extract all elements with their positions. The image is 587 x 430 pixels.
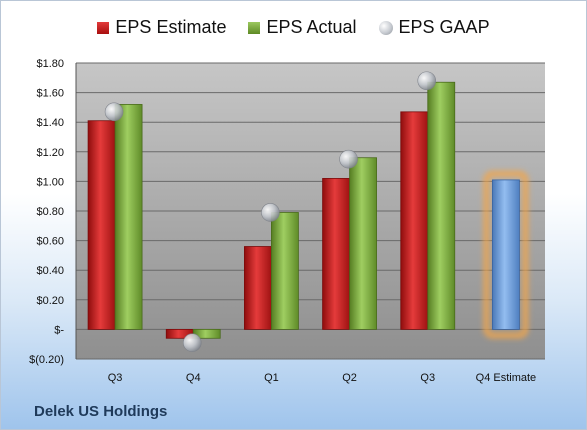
bar-eps-estimate — [244, 246, 272, 330]
legend-item-eps-estimate: EPS Estimate — [97, 17, 226, 38]
legend: EPS Estimate EPS Actual EPS GAAP — [1, 17, 586, 38]
y-tick-label: $0.60 — [36, 236, 64, 248]
y-tick-label: $1.80 — [36, 58, 64, 70]
x-tick-label: Q3 — [108, 372, 123, 384]
x-tick-label: Q1 — [264, 372, 279, 384]
legend-item-eps-actual: EPS Actual — [248, 17, 357, 38]
x-tick-label: Q3 — [420, 372, 435, 384]
bar-eps-actual — [349, 157, 377, 330]
point-eps-gaap — [104, 102, 124, 122]
x-tick-label: Q2 — [342, 372, 357, 384]
y-tick-label: $1.00 — [36, 176, 64, 188]
legend-item-eps-gaap: EPS GAAP — [378, 17, 490, 38]
y-tick-label: $1.60 — [36, 88, 64, 100]
company-name: Delek US Holdings — [34, 403, 168, 420]
legend-label-eps-gaap: EPS GAAP — [398, 17, 490, 37]
y-tick-label: $0.40 — [36, 265, 64, 277]
y-tick-label: $0.20 — [36, 295, 64, 307]
legend-swatch-eps-gaap — [378, 20, 393, 35]
point-eps-gaap — [182, 333, 202, 353]
estimate-highlight — [483, 170, 529, 339]
bar-eps-estimate — [87, 120, 116, 330]
point-eps-gaap — [417, 71, 437, 91]
legend-label-eps-estimate: EPS Estimate — [115, 17, 227, 37]
y-tick-label: $(0.20) — [29, 354, 64, 366]
point-eps-gaap — [261, 203, 280, 222]
bar-q4-estimate — [492, 179, 520, 330]
bar-eps-actual — [427, 81, 456, 330]
bar-eps-estimate — [322, 178, 350, 330]
x-tick-label: Q4 — [186, 372, 201, 384]
bar-eps-actual — [114, 104, 143, 330]
y-tick-label: $1.20 — [36, 147, 64, 159]
legend-swatch-eps-estimate — [97, 21, 110, 34]
y-tick-label: $0.80 — [36, 206, 64, 218]
y-tick-label: $- — [54, 324, 64, 336]
y-tick-label: $1.40 — [36, 117, 64, 129]
legend-label-eps-actual: EPS Actual — [266, 17, 357, 37]
bar-eps-estimate — [400, 111, 429, 330]
bar-eps-actual — [271, 212, 299, 330]
point-eps-gaap — [339, 149, 358, 169]
x-tick-label: Q4 Estimate — [476, 372, 537, 384]
legend-swatch-eps-actual — [248, 21, 261, 34]
